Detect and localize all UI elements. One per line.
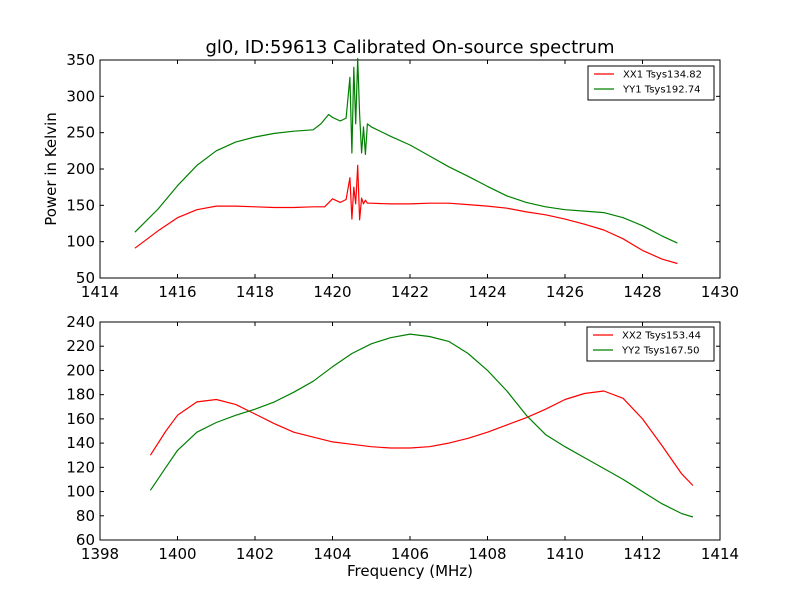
bottom-x-tick-label: 1400 <box>158 545 196 563</box>
top-x-tick-label: 1422 <box>391 283 429 301</box>
bottom-x-tick-label: 1414 <box>701 545 739 563</box>
top-y-tick-label: 300 <box>66 87 95 105</box>
bottom-x-tick-label: 1404 <box>313 545 351 563</box>
bottom-y-tick-label: 160 <box>66 410 95 428</box>
top-series-line-2 <box>134 57 678 244</box>
bottom-x-tick-label: 1412 <box>623 545 661 563</box>
top-legend: XX1 Tsys134.82 YY1 Tsys192.74 <box>587 65 715 101</box>
bottom-plot-ticks: 1398 1400 1402 1404 1406 1408 1410 1412 1414 60 80… <box>66 313 739 563</box>
top-x-tick-label: 1420 <box>313 283 351 301</box>
bottom-y-tick-label: 220 <box>66 337 95 355</box>
bottom-plot: 1398 1400 1402 1404 1406 1408 1410 1412 1414 60 80… <box>66 313 739 580</box>
bottom-x-tick-label: 1402 <box>236 545 274 563</box>
top-y-tick-label: 350 <box>66 51 95 69</box>
bottom-x-tick-label: 1408 <box>468 545 506 563</box>
top-y-tick-label: 200 <box>66 160 95 178</box>
bottom-series-line-1 <box>149 390 694 486</box>
bottom-x-tick-label: 1410 <box>546 545 584 563</box>
top-y-tick-label: 50 <box>76 269 95 287</box>
bottom-y-tick-label: 80 <box>76 507 95 525</box>
legend-label-yy1: YY1 Tsys192.74 <box>622 85 701 96</box>
bottom-y-tick-label: 100 <box>66 483 95 501</box>
legend-label-xx2: XX2 Tsys153.44 <box>622 331 701 342</box>
top-x-tick-label: 1414 <box>81 283 119 301</box>
top-x-tick-label: 1418 <box>236 283 274 301</box>
bottom-y-tick-label: 140 <box>66 434 95 452</box>
chart-title: gl0, ID:59613 Calibrated On-source spect… <box>205 37 614 58</box>
legend-label-yy2: YY2 Tsys167.50 <box>621 346 700 357</box>
bottom-y-tick-label: 120 <box>66 458 95 476</box>
top-legend-box <box>587 65 715 101</box>
bottom-plot-lines <box>149 333 694 518</box>
top-x-tick-label: 1428 <box>623 283 661 301</box>
bottom-y-tick-label: 180 <box>66 386 95 404</box>
top-plot: 1414 1416 1418 1420 1422 1424 1426 1428 1430 50 10… <box>42 51 739 301</box>
bottom-legend-box <box>586 326 715 362</box>
top-series-line-1 <box>134 164 678 265</box>
bottom-y-tick-label: 240 <box>66 313 95 331</box>
top-plot-ticks: 1414 1416 1418 1420 1422 1424 1426 1428 1430 50 10… <box>66 51 739 301</box>
top-y-axis-label: Power in Kelvin <box>42 112 60 226</box>
top-x-tick-label: 1426 <box>546 283 584 301</box>
legend-label-xx1: XX1 Tsys134.82 <box>623 70 702 81</box>
bottom-x-tick-label: 1406 <box>391 545 429 563</box>
top-y-tick-label: 100 <box>66 233 95 251</box>
bottom-series-line-2 <box>149 333 694 518</box>
bottom-y-tick-label: 60 <box>76 531 95 549</box>
top-x-tick-label: 1424 <box>468 283 506 301</box>
bottom-x-tick-label: 1398 <box>81 545 119 563</box>
bottom-y-tick-label: 200 <box>66 361 95 379</box>
top-x-tick-label: 1430 <box>701 283 739 301</box>
top-x-tick-label: 1416 <box>158 283 196 301</box>
bottom-legend: XX2 Tsys153.44 YY2 Tsys167.50 <box>586 326 715 362</box>
x-axis-label: Frequency (MHz) <box>347 562 473 580</box>
top-y-tick-label: 150 <box>66 196 95 214</box>
top-y-tick-label: 250 <box>66 124 95 142</box>
top-plot-lines <box>134 57 678 265</box>
